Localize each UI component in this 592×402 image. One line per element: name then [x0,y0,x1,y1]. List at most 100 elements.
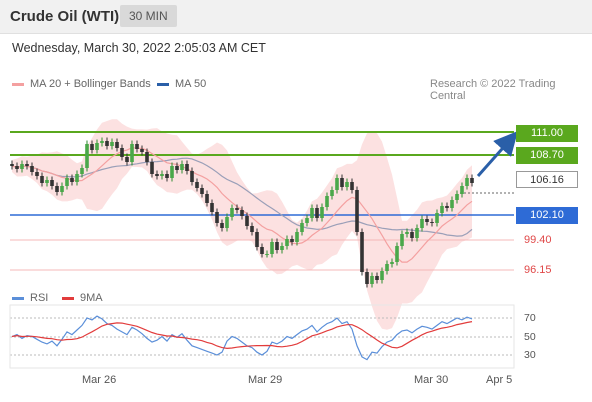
candle [430,222,434,223]
legend-ma20-label: MA 20 + Bollinger Bands [30,78,151,90]
candle [170,166,174,178]
ma50-line [11,157,473,237]
candle [90,144,94,150]
candle [400,234,404,246]
candle [120,148,124,157]
candle [230,208,234,217]
candle [460,186,464,194]
rsi-tick-30: 30 [524,349,536,361]
candle [210,203,214,212]
candle [385,264,389,271]
ma50-swatch [157,82,169,86]
ma9-swatch [62,296,74,300]
candle [115,142,119,148]
candle [345,182,349,187]
candle [195,182,199,188]
candle [265,254,269,255]
candle [255,232,259,247]
candle [395,246,399,262]
candle [10,164,14,166]
candle [425,219,429,222]
level-label-111-00: 111.00 [516,125,578,142]
candle [455,194,459,200]
legend-ma50: MA 50 [157,78,206,90]
candle [280,246,284,250]
candle [225,217,229,228]
candle [135,144,139,149]
candle [310,208,314,218]
candle [185,164,189,171]
candle [35,172,39,176]
candle [435,213,439,223]
candle [245,216,249,226]
header-bar: Crude Oil (WTI) 30 MIN [0,0,592,34]
candle [215,212,219,223]
legend-ma9-label: 9MA [80,292,103,304]
candle [285,239,289,246]
bollinger-band [12,119,472,330]
candle [155,174,159,176]
candle [440,206,444,213]
candle [60,186,64,192]
candle [130,144,134,162]
candle [380,271,384,280]
instrument-title: Crude Oil (WTI) [10,8,120,25]
rsi-line [11,315,473,361]
candle [125,157,129,162]
candle [100,141,104,143]
candle [40,176,44,183]
level-label-96-15: 96.15 [524,264,552,276]
candle [290,239,294,242]
x-tick-mar-29: Mar 29 [248,374,283,386]
candle [200,188,204,194]
candle [150,162,154,174]
timeframe-button[interactable]: 30 MIN [120,5,177,27]
level-label-99-40: 99.40 [524,234,552,246]
candle [325,196,329,207]
candle [410,232,414,238]
candle [315,208,319,218]
candle [300,223,304,232]
x-tick-mar-30: Mar 30 [414,374,449,386]
candle [390,262,394,264]
candle [220,223,224,228]
candle [55,186,59,192]
candle [50,180,54,186]
candle [275,242,279,250]
legend-rsi: RSI [12,292,48,304]
candle [450,200,454,208]
candle [405,232,409,234]
candle [415,228,419,238]
candle [235,208,239,210]
rsi-swatch [12,296,24,300]
candle [335,178,339,190]
credit-text: Research © 2022 Trading Central [430,78,556,102]
level-label-108-70: 108.70 [516,147,578,164]
rsi-tick-50: 50 [524,331,536,343]
candle [175,166,179,170]
candle [340,178,344,187]
candle [145,152,149,162]
candle [105,141,109,146]
candle [355,190,359,232]
candle [95,143,99,150]
candle [420,219,424,228]
candle [330,190,334,196]
candle [85,144,89,168]
legend-ma9: 9MA [62,292,103,304]
legend-ma50-label: MA 50 [175,78,207,90]
rsi-tick-70: 70 [524,312,536,324]
x-tick-mar-26: Mar 26 [82,374,117,386]
rsi-panel-border [9,304,515,369]
candle [270,242,274,254]
legend-rsi-label: RSI [30,292,49,304]
ma20-swatch [12,82,24,86]
candle [320,207,324,218]
candlesticks [10,137,474,288]
x-tick-apr-5: Apr 5 [486,374,513,386]
candle [160,174,164,176]
legend-ma20: MA 20 + Bollinger Bands [12,78,151,90]
candle [375,276,379,280]
candle [25,164,29,166]
